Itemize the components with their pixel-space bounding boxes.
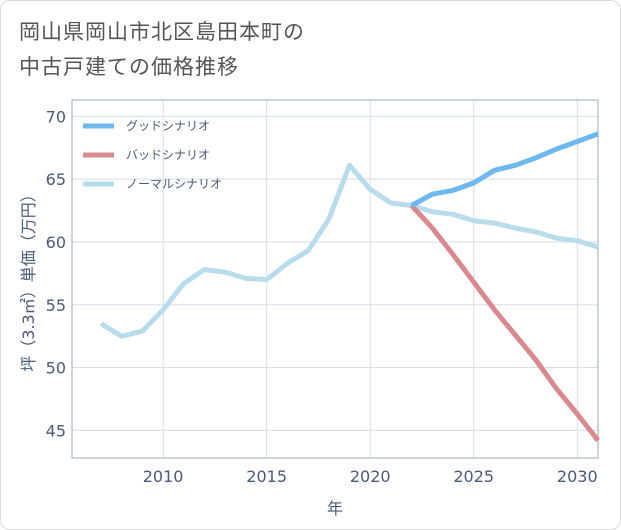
y-tick-label: 50 <box>46 359 66 378</box>
y-tick-label: 70 <box>46 107 66 126</box>
x-tick-label: 2020 <box>350 467 391 486</box>
series-lines <box>99 131 600 442</box>
x-tick-label: 2015 <box>246 467 287 486</box>
chart-title: 岡山県岡山市北区島田本町の 中古戸建ての価格推移 <box>19 15 579 85</box>
x-tick-label: 2025 <box>453 467 494 486</box>
plot-area-frame <box>71 99 599 459</box>
y-axis-title: 坪（3.3㎡）単価（万円） <box>19 186 38 371</box>
x-tick-label: 2030 <box>557 467 598 486</box>
series-line-0 <box>410 131 599 208</box>
y-tick-label: 65 <box>46 170 66 189</box>
legend-label: グッドシナリオ <box>126 119 210 133</box>
tick-labels: 2010 2015 2020 2025 2030 45 50 55 60 65 70 <box>46 107 598 486</box>
legend-label: バッドシナリオ <box>126 148 210 162</box>
y-tick-label: 60 <box>46 233 66 252</box>
x-axis-title: 年 <box>327 499 343 518</box>
y-tick-label: 55 <box>46 296 66 315</box>
series-line-2 <box>99 162 599 339</box>
legend-label: ノーマルシナリオ <box>126 177 222 191</box>
chart-title-line-1: 岡山県岡山市北区島田本町の <box>19 20 305 44</box>
chart-title-line-2: 中古戸建ての価格推移 <box>19 55 239 79</box>
y-tick-label: 45 <box>46 421 66 440</box>
series-line-1 <box>409 203 600 442</box>
x-tick-label: 2010 <box>143 467 184 486</box>
